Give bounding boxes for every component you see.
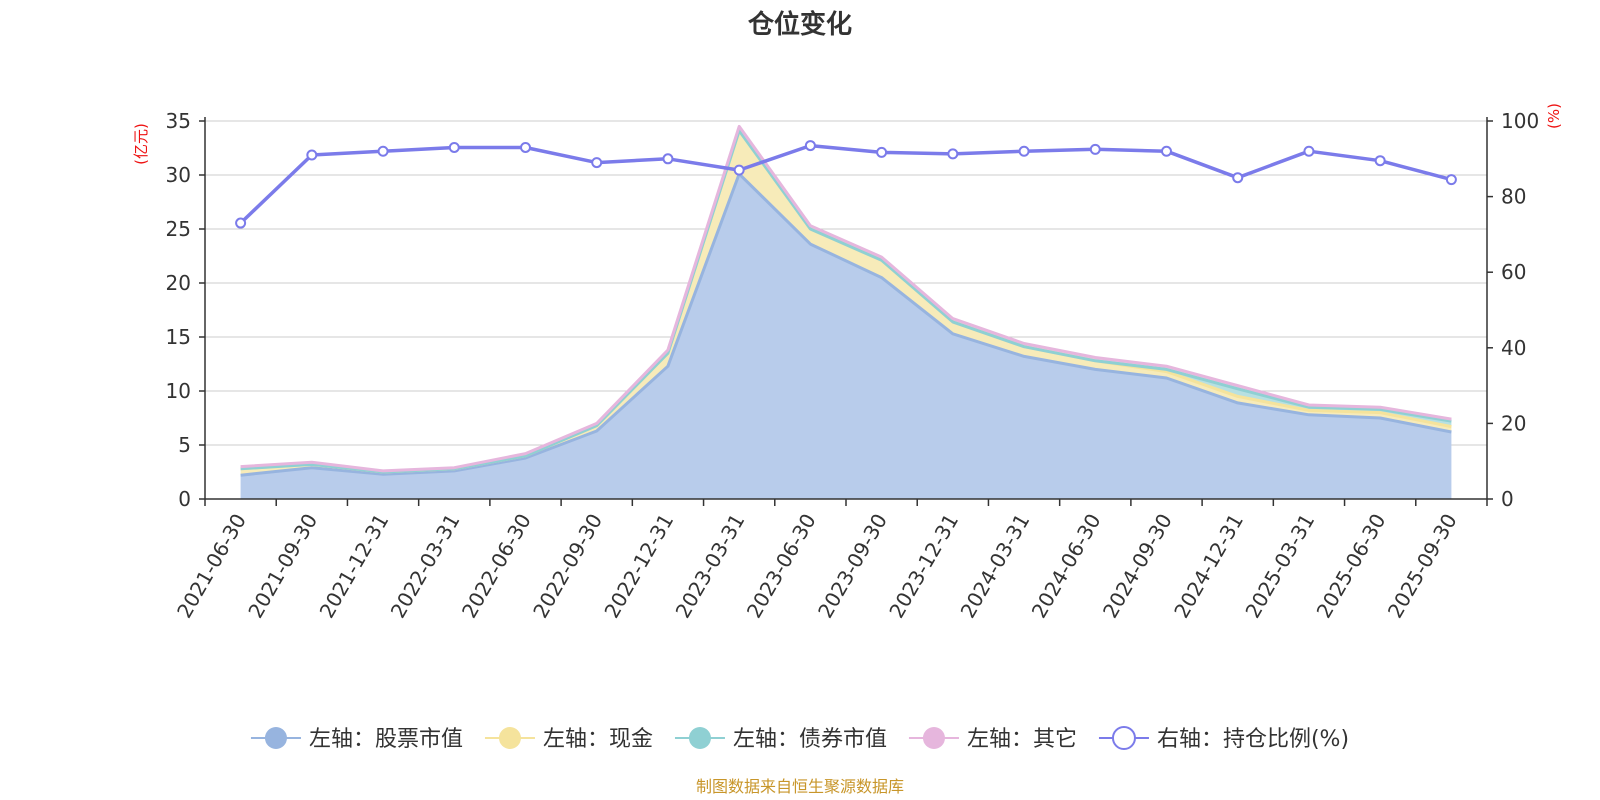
holding-ratio-point-4: [520, 141, 531, 153]
holding-ratio-point-5: [591, 157, 603, 169]
x-tick-label-3: 2022-03-31: [386, 510, 465, 623]
left-axis-unit: (亿元): [132, 123, 150, 165]
legend-item-3[interactable]: 左轴：其它: [908, 727, 1077, 752]
right-axis-unit: (%): [1545, 103, 1563, 129]
x-tick-label-4: 2022-06-30: [457, 510, 536, 623]
x-tick-label-2: 2021-12-31: [314, 510, 393, 623]
x-tick-label-0: 2021-06-30: [172, 510, 251, 623]
holding-ratio-point-11: [1018, 145, 1030, 157]
left-tick-label-2: 10: [166, 379, 191, 403]
x-tick-label-17: 2025-09-30: [1383, 510, 1462, 623]
legend-item-4[interactable]: 右轴：持仓比例(%): [1098, 726, 1349, 752]
legend-item-0[interactable]: 左轴：股票市值: [250, 727, 463, 752]
left-tick-label-7: 35: [166, 109, 191, 133]
holding-ratio-point-2: [377, 145, 389, 157]
holding-ratio-point-3: [448, 141, 460, 153]
x-tick-label-14: 2024-12-31: [1169, 510, 1248, 623]
holding-ratio-point-13: [1161, 145, 1172, 157]
holding-ratio-point-10: [947, 148, 959, 160]
area-0: [240, 173, 1452, 499]
x-tick-label-9: 2023-09-30: [813, 510, 892, 623]
x-tick-label-10: 2023-12-31: [884, 510, 963, 623]
legend-item-1[interactable]: 左轴：现金: [484, 727, 653, 752]
chart-title: 仓位变化: [747, 9, 852, 40]
area-line-0: [240, 172, 1452, 477]
right-tick-label-5: 100: [1501, 109, 1539, 133]
left-tick-label-6: 30: [166, 163, 191, 187]
x-tick-label-8: 2023-06-30: [742, 510, 821, 623]
x-tick-label-11: 2024-03-31: [955, 510, 1034, 623]
x-tick-label-7: 2023-03-31: [671, 510, 750, 623]
right-tick-label-3: 60: [1501, 260, 1526, 284]
x-tick-label-1: 2021-09-30: [243, 510, 322, 623]
x-tick-label-13: 2024-09-30: [1098, 510, 1177, 623]
x-tick-label-5: 2022-09-30: [528, 510, 607, 623]
area-series: [240, 126, 1452, 499]
legend-marker-1: [498, 727, 521, 749]
legend-marker-2: [688, 727, 711, 749]
holding-ratio-point-6: [662, 153, 674, 165]
left-tick-label-0: 0: [178, 487, 191, 511]
data-source-note: 制图数据来自恒生聚源数据库: [696, 777, 904, 796]
holding-ratio-point-1: [306, 149, 318, 161]
legend-label-1: 左轴：现金: [543, 727, 653, 752]
holding-ratio-point-14: [1232, 172, 1244, 184]
legend-marker-3: [922, 727, 945, 749]
left-tick-label-4: 20: [166, 271, 191, 295]
holding-ratio-point-17: [1445, 174, 1457, 186]
area-line-3: [240, 124, 1452, 473]
legend-label-2: 左轴：债券市值: [733, 727, 887, 752]
x-tick-label-12: 2024-06-30: [1027, 510, 1106, 623]
right-tick-label-2: 40: [1501, 336, 1526, 360]
x-tick-label-6: 2022-12-31: [599, 510, 678, 623]
holding-ratio-point-12: [1089, 143, 1101, 155]
right-tick-label-0: 0: [1501, 487, 1514, 511]
line-series: [235, 124, 1457, 477]
holding-ratio-point-7: [733, 164, 745, 176]
left-tick-label-3: 15: [166, 325, 191, 349]
right-tick-label-4: 80: [1501, 185, 1526, 209]
x-tick-label-16: 2025-06-30: [1312, 510, 1391, 623]
holding-ratio-line: [239, 143, 1452, 225]
legend-label-4: 右轴：持仓比例(%): [1157, 727, 1349, 752]
holding-ratio-point-9: [876, 146, 888, 158]
holding-ratio-point-8: [804, 140, 816, 152]
holding-ratio-point-16: [1374, 155, 1386, 167]
legend-marker-0: [264, 727, 287, 749]
x-tick-label-15: 2025-03-31: [1240, 510, 1319, 623]
left-tick-label-1: 5: [178, 433, 191, 457]
left-tick-label-5: 25: [166, 217, 191, 241]
legend-label-0: 左轴：股票市值: [309, 727, 463, 752]
legend-label-3: 左轴：其它: [967, 727, 1077, 752]
legend-item-2[interactable]: 左轴：债券市值: [674, 727, 887, 752]
holding-ratio-point-0: [235, 217, 247, 229]
holding-ratio-point-15: [1303, 145, 1315, 157]
legend[interactable]: 左轴：股票市值 左轴：现金 左轴：债券市值 左轴：其它 右轴：持仓比例(%): [250, 726, 1349, 752]
legend-marker-4: [1111, 726, 1136, 750]
right-tick-label-1: 20: [1501, 411, 1526, 435]
